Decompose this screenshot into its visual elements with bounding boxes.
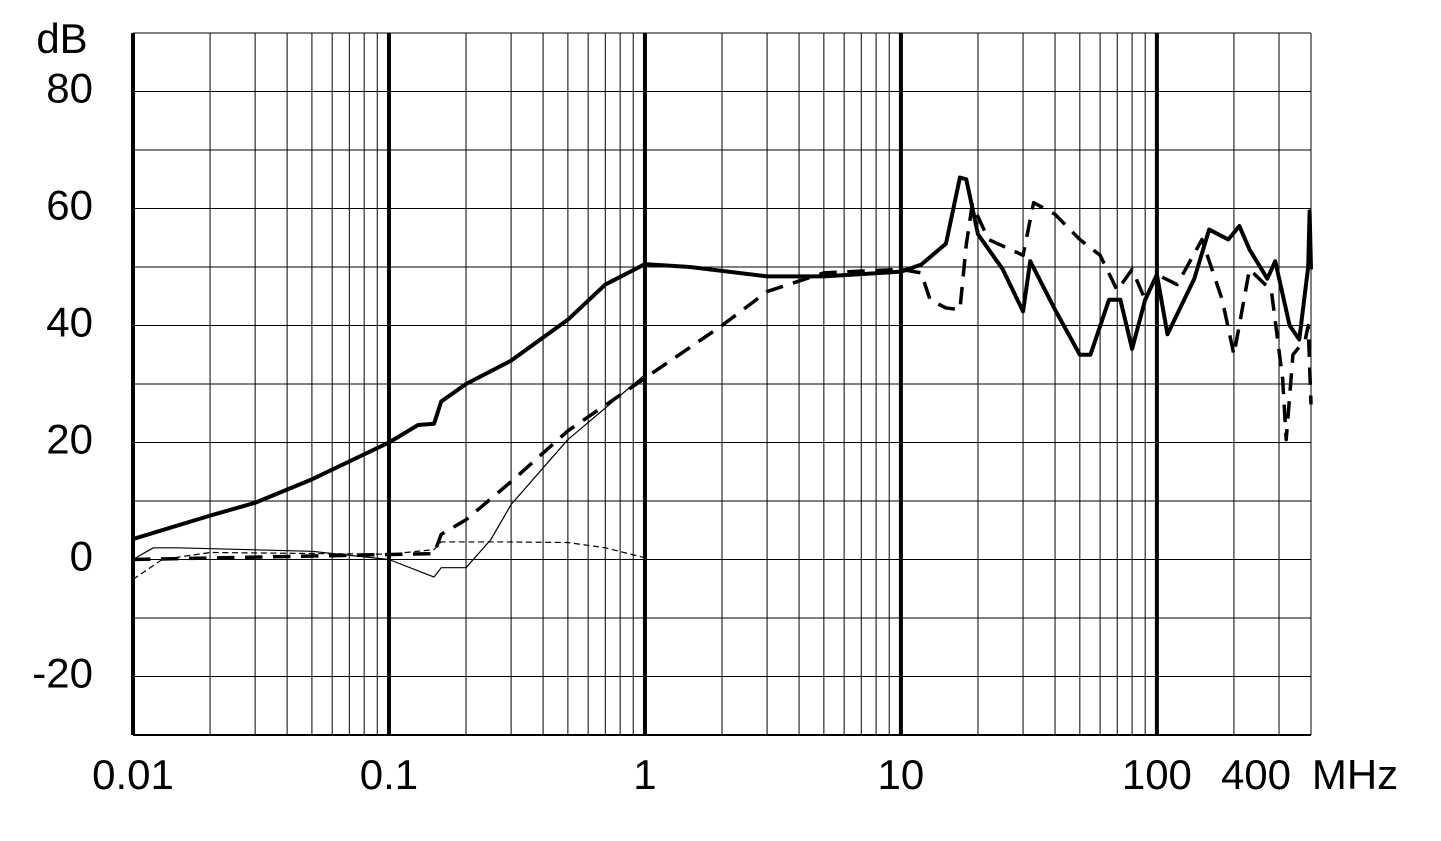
- series-line: [132, 175, 1313, 541]
- y-tick-label: 20: [46, 416, 93, 463]
- y-tick-label: 0: [70, 533, 93, 580]
- y-tick-label: 60: [46, 182, 93, 229]
- x-tick-label: 1: [633, 751, 656, 798]
- y-tick-label: 80: [46, 65, 93, 112]
- x-tick-label: 100: [1122, 751, 1192, 798]
- y-unit: dB: [36, 15, 87, 62]
- y-tick-label: -20: [32, 650, 93, 697]
- y-tick-label: 40: [46, 299, 93, 346]
- x-tick-label: 10: [878, 751, 925, 798]
- x-unit: MHz: [1312, 751, 1398, 798]
- x-tick-label: 400: [1221, 751, 1291, 798]
- series-line: [132, 200, 1313, 562]
- series-line: [132, 374, 646, 578]
- x-tick-label: 0.01: [92, 751, 174, 798]
- x-tick-label: 0.1: [360, 751, 418, 798]
- series-line: [132, 541, 646, 580]
